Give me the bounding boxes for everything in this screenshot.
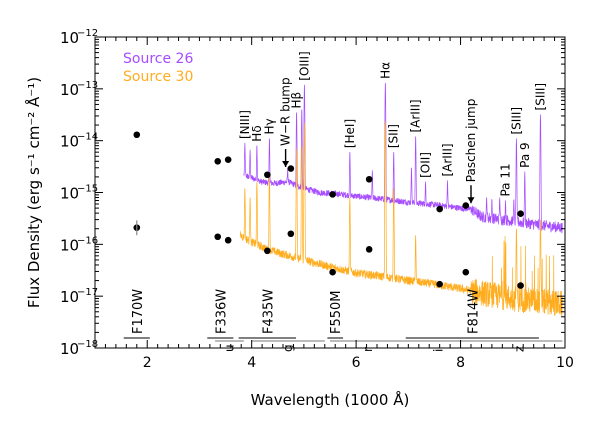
photometry-point-source-30-4: [287, 230, 295, 238]
y-tick-exponent--12: −12: [77, 28, 98, 39]
y-axis-title: Flux Density (erg s⁻¹ cm⁻² Å⁻¹): [24, 77, 43, 308]
filter-label-f336w: F336W: [214, 289, 229, 334]
emission-line-label-9: [OII]: [419, 152, 433, 178]
legend: Source 26 Source 30: [123, 51, 193, 85]
photometry-point-source-30-5: [329, 268, 336, 276]
emission-line-label-2: Hγ: [262, 118, 276, 134]
arrow-label-paschen-jump: Paschen jump: [464, 99, 478, 183]
emission-line-label-8: [ArIII]: [409, 99, 423, 132]
y-tick-label--13: 10: [60, 81, 79, 99]
legend-item-source-26: Source 26: [123, 51, 193, 67]
emission-line-label-13: Pa 9: [518, 142, 532, 168]
emission-line-label-3: Hβ: [290, 92, 304, 109]
x-tick-label-10: 10: [556, 355, 574, 371]
photometry-point-source-26-6: [365, 175, 373, 183]
emission-line-label-6: Hα: [378, 62, 392, 79]
photometry-point-source-26-9: [517, 210, 524, 217]
photometry-point-source-30-2: [224, 236, 232, 244]
photometry-point-source-26-8: [462, 202, 470, 209]
y-tick-exponent--16: −16: [77, 235, 98, 246]
filter-label-f814w: F814W: [466, 289, 481, 334]
y-tick-label--12: 10: [60, 29, 79, 47]
emission-line-label-10: [ArIII]: [441, 143, 455, 176]
y-tick-label--16: 10: [60, 236, 79, 254]
x-tick-label-4: 4: [247, 355, 256, 371]
y-tick-exponent--14: −14: [77, 132, 98, 143]
filter-label-f170w: F170W: [131, 289, 146, 334]
y-tick-exponent--18: −18: [77, 339, 98, 350]
arrow-head-paschen-jump: [467, 197, 475, 204]
emission-line-label-1: Hδ: [250, 125, 264, 141]
filter-label-f435w: F435W: [261, 289, 276, 334]
spectra-layer: [239, 82, 563, 316]
photometry-point-source-26-2: [224, 156, 232, 163]
filter-label-i: i: [431, 349, 445, 352]
photometry-point-source-26-3: [264, 171, 271, 179]
emission-line-label-5: [HeI]: [343, 119, 357, 148]
photometry-point-source-30-9: [517, 282, 524, 289]
emission-line-label-0: [NIII]: [238, 110, 252, 139]
x-axis-title: Wavelength (1000 Å): [251, 390, 410, 409]
y-tick-exponent--15: −15: [77, 184, 98, 195]
filter-label-r: r: [361, 347, 375, 352]
photometry-point-source-26-4: [287, 165, 295, 172]
spectrum-line-source-26: [243, 82, 563, 234]
y-tick-label--15: 10: [60, 185, 79, 203]
arrow-label-w-r-bump: W−R bump: [279, 77, 293, 146]
emission-line-label-7: [SII]: [387, 124, 401, 148]
spectrum-line-source-30: [239, 120, 563, 316]
emission-line-label-12: Pa 11: [498, 163, 512, 196]
x-tick-label-8: 8: [456, 355, 465, 371]
y-tick-label--18: 10: [60, 340, 79, 358]
photometry-point-source-30-1: [214, 233, 222, 241]
y-tick-exponent--13: −13: [77, 80, 98, 91]
photometry-point-source-26-7: [436, 205, 443, 213]
emission-line-label-11: [SIII]: [509, 107, 523, 135]
emission-line-label-4: [OIII]: [297, 51, 311, 80]
y-tick-label--14: 10: [60, 133, 79, 151]
y-tick-exponent--17: −17: [77, 287, 98, 298]
axes-layer: 2 4 6 8 1010−1810−1710−1610−1510−1410−1310−1…: [60, 28, 574, 371]
photometry-point-source-30-8: [462, 268, 470, 276]
legend-item-source-30: Source 30: [123, 69, 193, 85]
photometry-point-source-30-3: [264, 247, 271, 255]
photometry-point-source-30-6: [365, 246, 373, 253]
arrow-head-w-r-bump: [282, 160, 290, 167]
emission-line-label-14: [SIII]: [533, 83, 547, 111]
photometry-point-source-26-1: [214, 157, 222, 165]
photometry-layer: [133, 131, 524, 289]
y-tick-label--17: 10: [60, 288, 79, 306]
photometry-point-source-26-0: [133, 131, 141, 139]
photometry-point-source-26-5: [329, 191, 336, 198]
photometry-point-source-30-7: [436, 280, 443, 288]
filter-label-f550m: F550M: [329, 290, 344, 334]
filter-label-z: z: [512, 346, 526, 352]
x-tick-label-2: 2: [143, 355, 152, 371]
x-tick-label-6: 6: [352, 355, 361, 371]
